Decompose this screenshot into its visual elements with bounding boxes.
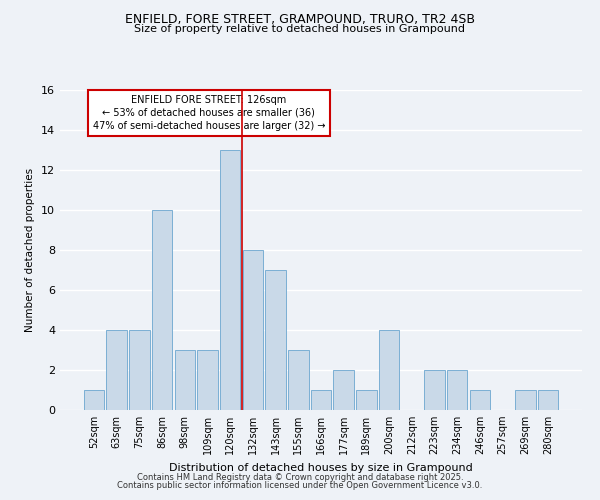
Bar: [356, 390, 377, 410]
Bar: [84, 390, 104, 410]
Bar: [515, 390, 536, 410]
Y-axis label: Number of detached properties: Number of detached properties: [25, 168, 35, 332]
X-axis label: Distribution of detached houses by size in Grampound: Distribution of detached houses by size …: [169, 462, 473, 472]
Bar: [538, 390, 558, 410]
Bar: [265, 270, 286, 410]
Bar: [152, 210, 172, 410]
Bar: [288, 350, 308, 410]
Bar: [311, 390, 331, 410]
Text: ENFIELD FORE STREET: 126sqm
← 53% of detached houses are smaller (36)
47% of sem: ENFIELD FORE STREET: 126sqm ← 53% of det…: [92, 95, 325, 131]
Text: ENFIELD, FORE STREET, GRAMPOUND, TRURO, TR2 4SB: ENFIELD, FORE STREET, GRAMPOUND, TRURO, …: [125, 12, 475, 26]
Bar: [197, 350, 218, 410]
Bar: [447, 370, 467, 410]
Text: Contains public sector information licensed under the Open Government Licence v3: Contains public sector information licen…: [118, 481, 482, 490]
Bar: [424, 370, 445, 410]
Bar: [334, 370, 354, 410]
Bar: [242, 250, 263, 410]
Bar: [129, 330, 149, 410]
Text: Size of property relative to detached houses in Grampound: Size of property relative to detached ho…: [134, 24, 466, 34]
Bar: [220, 150, 241, 410]
Text: Contains HM Land Registry data © Crown copyright and database right 2025.: Contains HM Land Registry data © Crown c…: [137, 472, 463, 482]
Bar: [379, 330, 400, 410]
Bar: [470, 390, 490, 410]
Bar: [106, 330, 127, 410]
Bar: [175, 350, 195, 410]
